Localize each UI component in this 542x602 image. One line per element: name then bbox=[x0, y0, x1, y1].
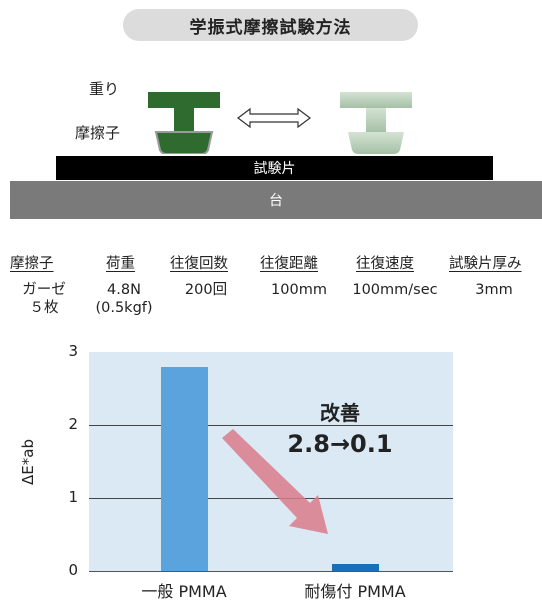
plot-area bbox=[89, 352, 453, 571]
gridline bbox=[89, 498, 453, 499]
header-thickness: 試験片厚み bbox=[449, 256, 522, 272]
header-friction: 摩擦子 bbox=[10, 256, 54, 272]
specimen-bar: 試験片 bbox=[56, 156, 493, 180]
gridline bbox=[89, 425, 453, 426]
y-tick-label: 2 bbox=[68, 415, 78, 433]
header-load: 荷重 bbox=[106, 256, 135, 272]
x-tick-label: 耐傷付 PMMA bbox=[304, 582, 406, 601]
cell-thickness: 3mm bbox=[475, 282, 513, 298]
base-label: 台 bbox=[269, 193, 283, 209]
y-tick-label: 1 bbox=[68, 488, 78, 506]
cell-cycles: 200回 bbox=[184, 282, 228, 298]
x-axis-line bbox=[89, 571, 453, 572]
weight-faded-icon bbox=[340, 92, 412, 154]
specimen-label: 試験片 bbox=[253, 161, 296, 177]
bar bbox=[331, 563, 379, 571]
improvement-title: 改善 bbox=[320, 401, 360, 425]
y-tick-label: 0 bbox=[68, 561, 78, 579]
method-title: 学振式摩擦試験方法 bbox=[123, 9, 418, 41]
back-and-forth-arrow-icon bbox=[237, 107, 311, 129]
x-tick-label: 一般 PMMA bbox=[141, 582, 227, 601]
weight-dark-icon bbox=[148, 92, 220, 154]
base-bar: 台 bbox=[10, 181, 542, 219]
friction-label: 摩擦子 bbox=[75, 124, 121, 142]
improvement-value: 2.8→0.1 bbox=[287, 430, 393, 458]
cell-load: 4.8N (0.5kgf) bbox=[95, 282, 153, 316]
cell-friction: ガーゼ ５枚 bbox=[22, 282, 66, 316]
header-distance: 往復距離 bbox=[260, 256, 318, 272]
weight-label: 重り bbox=[89, 80, 120, 98]
cell-distance: 100mm bbox=[271, 282, 327, 298]
cell-speed: 100mm/sec bbox=[352, 282, 438, 298]
y-tick-label: 3 bbox=[68, 342, 78, 360]
header-speed: 往復速度 bbox=[356, 256, 414, 272]
header-cycles: 往復回数 bbox=[170, 256, 228, 272]
bar bbox=[160, 366, 208, 571]
